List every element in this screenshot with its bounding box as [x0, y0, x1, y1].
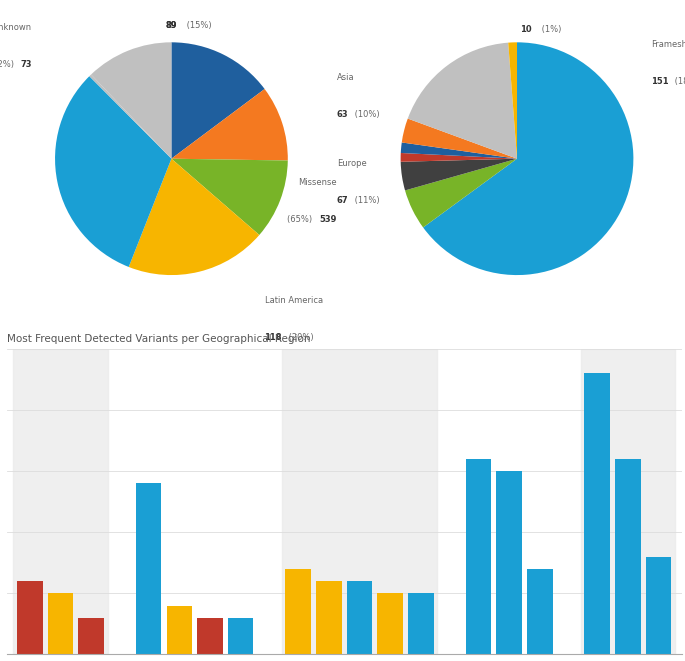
Text: 89: 89 [166, 21, 177, 30]
Text: Latin America: Latin America [264, 296, 323, 305]
Text: Frameshift: Frameshift [651, 40, 685, 50]
Text: 73: 73 [21, 59, 32, 69]
Bar [347, 581, 373, 654]
Text: (11%): (11%) [352, 196, 379, 205]
Wedge shape [171, 42, 264, 159]
Text: (12%): (12%) [0, 59, 16, 69]
Bar [584, 373, 610, 654]
Wedge shape [89, 75, 171, 159]
Bar [228, 618, 253, 654]
Wedge shape [55, 76, 171, 267]
Bar [581, 349, 675, 654]
Wedge shape [91, 42, 171, 159]
Wedge shape [171, 89, 288, 161]
Bar [166, 605, 192, 654]
Bar [615, 459, 640, 654]
Text: Missense: Missense [298, 178, 336, 186]
Text: (20%): (20%) [286, 333, 314, 342]
Text: (10%): (10%) [352, 110, 379, 119]
Text: Europe: Europe [336, 159, 366, 168]
Wedge shape [401, 143, 517, 159]
Bar [377, 594, 403, 654]
Bar [408, 594, 434, 654]
Bar [17, 581, 42, 654]
Text: 67: 67 [336, 196, 348, 205]
Text: Most Frequent Detected Variants per Geographical Region: Most Frequent Detected Variants per Geog… [7, 334, 310, 344]
Text: (15%): (15%) [184, 21, 212, 30]
Text: 539: 539 [319, 215, 336, 223]
Bar [197, 618, 223, 654]
Bar [48, 594, 73, 654]
Wedge shape [423, 42, 634, 275]
Bar [78, 618, 104, 654]
Wedge shape [401, 153, 517, 162]
Text: A: A [0, 0, 6, 3]
Text: Unknown: Unknown [0, 23, 32, 32]
Text: 63: 63 [336, 110, 348, 119]
Text: B: B [354, 0, 363, 3]
Bar [13, 349, 108, 654]
Wedge shape [508, 42, 517, 159]
Text: (18%): (18%) [673, 77, 685, 86]
Wedge shape [405, 159, 517, 227]
Bar [282, 349, 438, 654]
Text: 118: 118 [264, 333, 282, 342]
Text: (65%): (65%) [287, 215, 315, 223]
Bar [646, 557, 671, 654]
Wedge shape [402, 118, 517, 159]
Bar [286, 569, 311, 654]
Text: Asia: Asia [336, 73, 354, 82]
Wedge shape [171, 159, 288, 235]
Bar [136, 483, 162, 654]
Text: 151: 151 [651, 77, 669, 86]
Wedge shape [129, 159, 260, 275]
Text: (1%): (1%) [539, 25, 562, 34]
Text: 89: 89 [166, 21, 177, 30]
Bar [466, 459, 491, 654]
Wedge shape [401, 159, 517, 190]
Wedge shape [408, 43, 517, 159]
Bar [527, 569, 553, 654]
Bar [496, 471, 522, 654]
Text: 10: 10 [521, 25, 532, 34]
Bar [316, 581, 342, 654]
